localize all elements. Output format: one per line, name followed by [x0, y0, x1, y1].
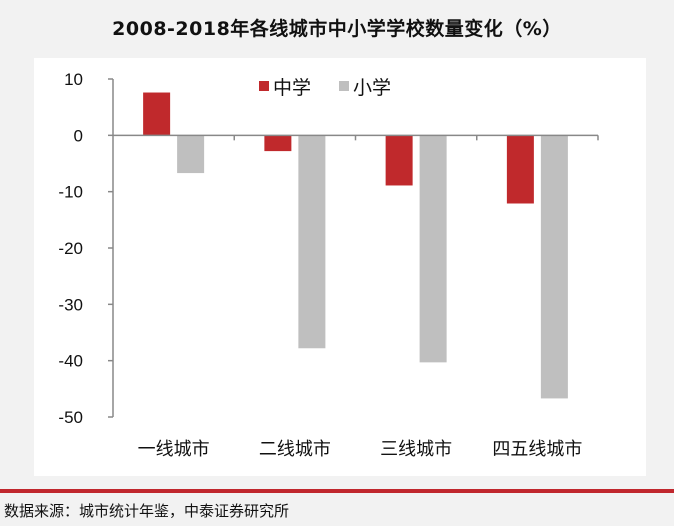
y-tick-label: 10 — [64, 70, 83, 89]
legend-swatch — [259, 81, 269, 91]
legend-label: 中学 — [273, 77, 311, 99]
y-tick-label: -10 — [58, 183, 83, 202]
chart-title: 2008-2018年各线城市中小学学校数量变化（%） — [112, 18, 562, 40]
source-note: 数据来源：城市统计年鉴，中泰证券研究所 — [4, 502, 290, 520]
x-tick-label: 三线城市 — [380, 439, 452, 460]
y-tick-label: 0 — [74, 126, 83, 145]
x-tick-label: 二线城市 — [259, 439, 331, 460]
legend-label: 小学 — [353, 77, 391, 99]
bar-中学-二线城市 — [264, 135, 292, 152]
bar-中学-一线城市 — [143, 92, 171, 136]
divider-line — [0, 489, 674, 493]
bar-小学-一线城市 — [177, 135, 205, 174]
bar-中学-四五线城市 — [506, 135, 534, 204]
y-tick-label: -40 — [58, 352, 83, 371]
bar-小学-三线城市 — [419, 135, 447, 363]
bar-小学-二线城市 — [298, 135, 326, 349]
bar-中学-三线城市 — [385, 135, 413, 186]
bar-小学-四五线城市 — [540, 135, 568, 399]
y-tick-label: -20 — [58, 239, 83, 258]
y-tick-label: -50 — [58, 408, 83, 427]
x-tick-label: 一线城市 — [138, 439, 210, 460]
y-tick-label: -30 — [58, 295, 83, 314]
legend-swatch — [339, 81, 349, 91]
x-tick-label: 四五线城市 — [492, 439, 582, 460]
